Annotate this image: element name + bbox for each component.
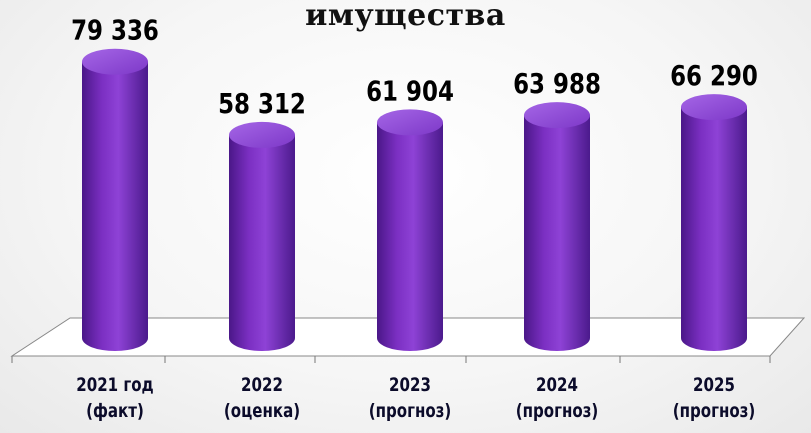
category-label: 2021 год (факт) xyxy=(49,372,181,424)
bar-top xyxy=(377,109,443,136)
category-label-line2: (оценка) xyxy=(223,400,301,422)
bar-body xyxy=(681,107,747,352)
bar-top xyxy=(82,48,148,75)
category-label-line2: (факт) xyxy=(86,400,144,422)
bar-top xyxy=(229,121,295,148)
bar-body xyxy=(82,61,148,351)
category-label: 2025 (прогноз) xyxy=(648,372,780,424)
category-label: 2023 (прогноз) xyxy=(344,372,476,424)
bar-body xyxy=(377,122,443,351)
bar xyxy=(82,48,148,351)
bar xyxy=(377,109,443,351)
bar-top xyxy=(681,94,747,121)
value-label: 66 290 xyxy=(670,60,758,93)
category-label-line2: (прогноз) xyxy=(515,400,599,422)
bar-top xyxy=(524,102,590,129)
bar xyxy=(681,94,747,352)
category-label: 2024 (прогноз) xyxy=(491,372,623,424)
category-label: 2022 (оценка) xyxy=(196,372,328,424)
category-label-line1: 2023 xyxy=(389,374,431,396)
bar xyxy=(524,102,590,351)
category-label-line1: 2024 xyxy=(536,374,578,396)
bar xyxy=(229,121,295,351)
value-label: 58 312 xyxy=(218,88,306,121)
category-label-line2: (прогноз) xyxy=(368,400,452,422)
value-label: 61 904 xyxy=(366,75,454,108)
bar-body xyxy=(229,134,295,351)
value-label: 63 988 xyxy=(513,68,601,101)
value-label: 79 336 xyxy=(71,15,159,48)
category-label-line2: (прогноз) xyxy=(672,400,756,422)
bar-body xyxy=(524,115,590,351)
category-label-line1: 2022 xyxy=(241,374,283,396)
category-label-line1: 2021 год xyxy=(76,374,154,396)
chart-title: имущества xyxy=(305,0,506,33)
category-label-line1: 2025 xyxy=(693,374,735,396)
